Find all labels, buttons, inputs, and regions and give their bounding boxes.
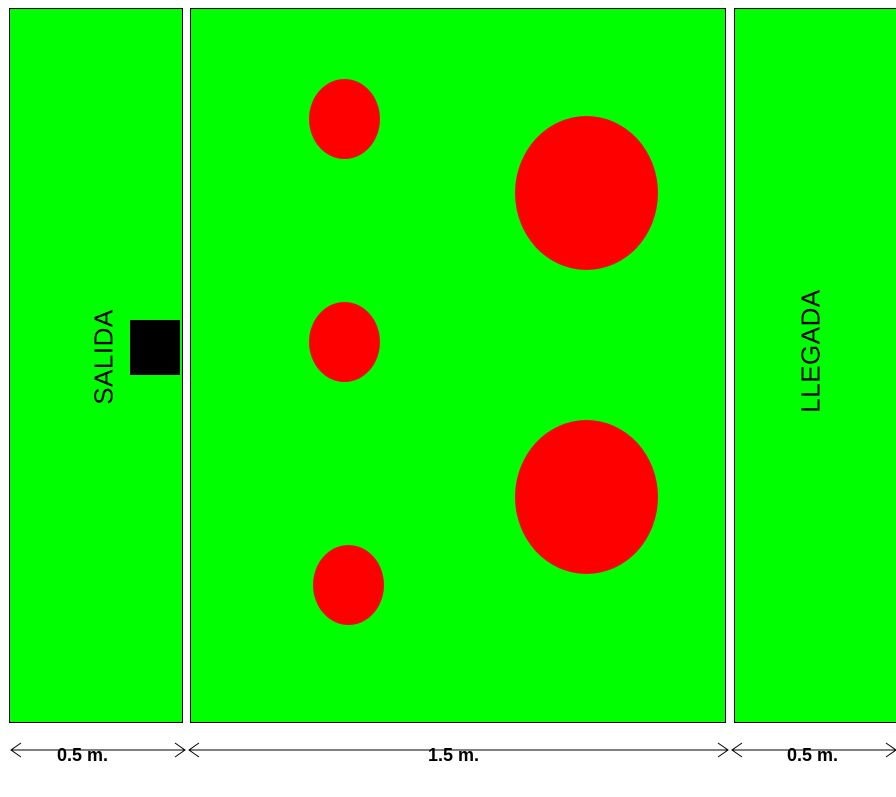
obstacle-zone <box>190 8 726 723</box>
obstacle-large-2 <box>515 420 658 574</box>
arrowhead-right-1 <box>174 742 186 758</box>
arrowhead-left-3 <box>731 742 743 758</box>
obstacle-small-1 <box>309 79 380 159</box>
dimension-label-middle: 1.5 m. <box>428 745 480 765</box>
obstacle-small-3 <box>313 545 384 625</box>
start-label: SALIDA <box>88 309 119 405</box>
robot-block <box>130 320 180 375</box>
dimension-arrows <box>10 742 896 758</box>
obstacle-large-1 <box>515 116 658 270</box>
arrowhead-left-2 <box>188 742 200 758</box>
arrowhead-right-3 <box>885 742 896 758</box>
arrowhead-left-1 <box>10 742 22 758</box>
finish-zone <box>734 8 896 723</box>
finish-label: LLEGADA <box>795 289 826 413</box>
dimension-label-finish: 0.5 m. <box>787 745 839 765</box>
dimension-label-start: 0.5 m. <box>57 745 109 765</box>
obstacle-small-2 <box>309 302 380 382</box>
arrowhead-right-2 <box>717 742 729 758</box>
